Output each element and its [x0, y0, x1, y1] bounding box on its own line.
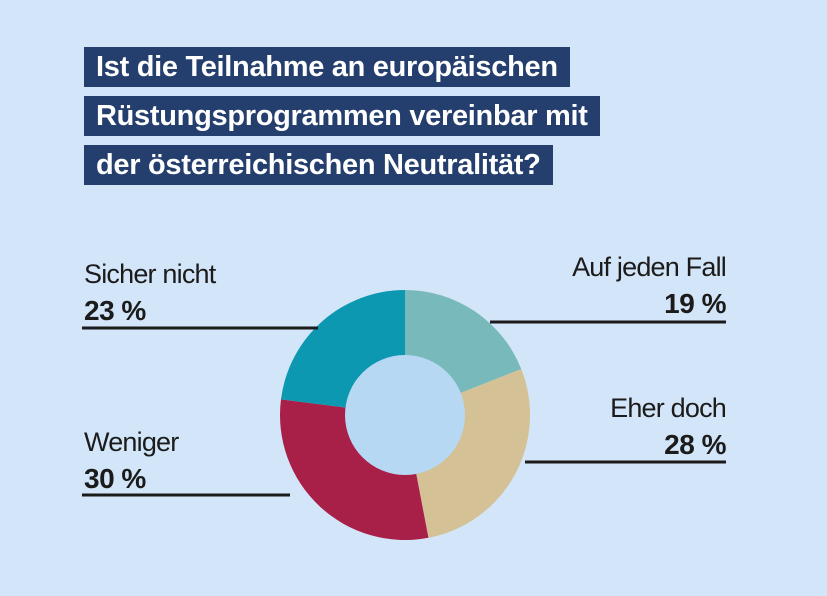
label-weniger: Weniger: [84, 427, 179, 457]
donut-center-hole: [345, 355, 465, 475]
title-line-1: Ist die Teilnahme an europäischen: [84, 47, 570, 87]
value-auf-jeden-fall: 19 %: [664, 288, 726, 319]
chart-title: Ist die Teilnahme an europäischen Rüstun…: [84, 47, 600, 194]
label-eher-doch: Eher doch: [610, 393, 726, 423]
value-sicher-nicht: 23 %: [84, 295, 146, 326]
label-sicher-nicht: Sicher nicht: [84, 259, 217, 289]
value-weniger: 30 %: [84, 463, 146, 494]
value-eher-doch: 28 %: [664, 429, 726, 460]
title-line-2: Rüstungsprogrammen vereinbar mit: [84, 96, 600, 136]
title-line-3: der österreichischen Neutralität?: [84, 145, 553, 185]
label-auf-jeden-fall: Auf jeden Fall: [572, 252, 726, 282]
